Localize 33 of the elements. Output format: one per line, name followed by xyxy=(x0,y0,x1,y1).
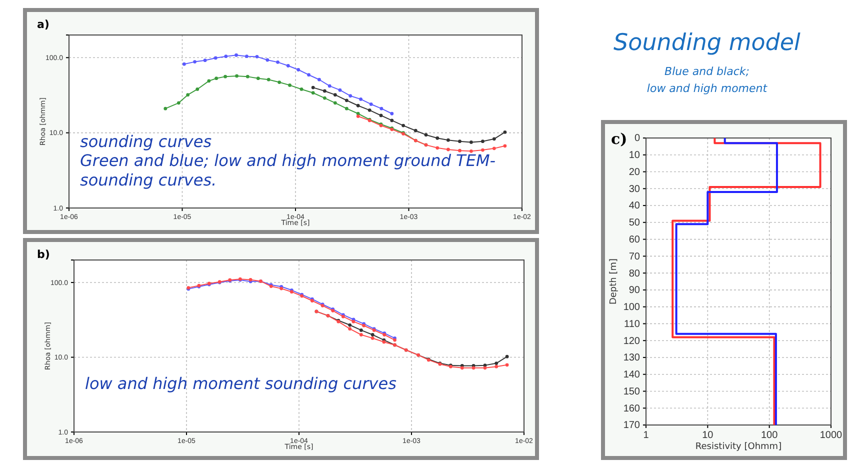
text: Sounding model xyxy=(614,30,802,56)
x-tick-label: 100 xyxy=(760,430,778,442)
x-axis-title: Resistivity [Ohmm] xyxy=(695,442,782,452)
y-tick-label: 40 xyxy=(628,200,640,212)
y-tick-label: 90 xyxy=(628,285,640,296)
y-tick-label: 110 xyxy=(624,318,640,330)
y-tick-label: 50 xyxy=(628,218,640,229)
text: low and high moment xyxy=(646,82,768,95)
y-tick-label: 140 xyxy=(623,370,640,381)
chart-title: b) xyxy=(37,248,50,261)
y-tick-label: 150 xyxy=(623,386,640,398)
y-tick-label: 70 xyxy=(628,251,640,262)
y-tick-label: 130 xyxy=(623,352,640,364)
annotation: low and high moment sounding curves xyxy=(85,374,396,393)
y-tick-label: 160 xyxy=(623,403,640,414)
chart-title: c) xyxy=(611,130,628,148)
y-tick-label: 30 xyxy=(628,184,640,195)
y-tick-label: 100 xyxy=(623,302,640,314)
annotation: sounding curves xyxy=(80,132,212,151)
y-tick-label: 60 xyxy=(628,234,640,246)
annotation: Green and blue; low and high moment ground TEM-sounding curves. xyxy=(80,151,496,190)
y-tick-label: 80 xyxy=(628,268,640,280)
chart-title: a) xyxy=(37,18,50,31)
y-tick-label: 10 xyxy=(628,150,640,162)
x-tick-label: 1000 xyxy=(820,430,843,442)
y-tick-label: 20 xyxy=(628,166,640,178)
y-tick-label: 170 xyxy=(623,420,640,432)
y-axis-title: Depth [m] xyxy=(609,258,619,305)
x-tick-label: 10 xyxy=(702,430,714,442)
text: Blue and black; xyxy=(664,65,750,78)
y-tick-label: 0 xyxy=(634,133,640,144)
x-tick-label: 1 xyxy=(643,430,650,442)
y-tick-label: 120 xyxy=(623,336,640,347)
